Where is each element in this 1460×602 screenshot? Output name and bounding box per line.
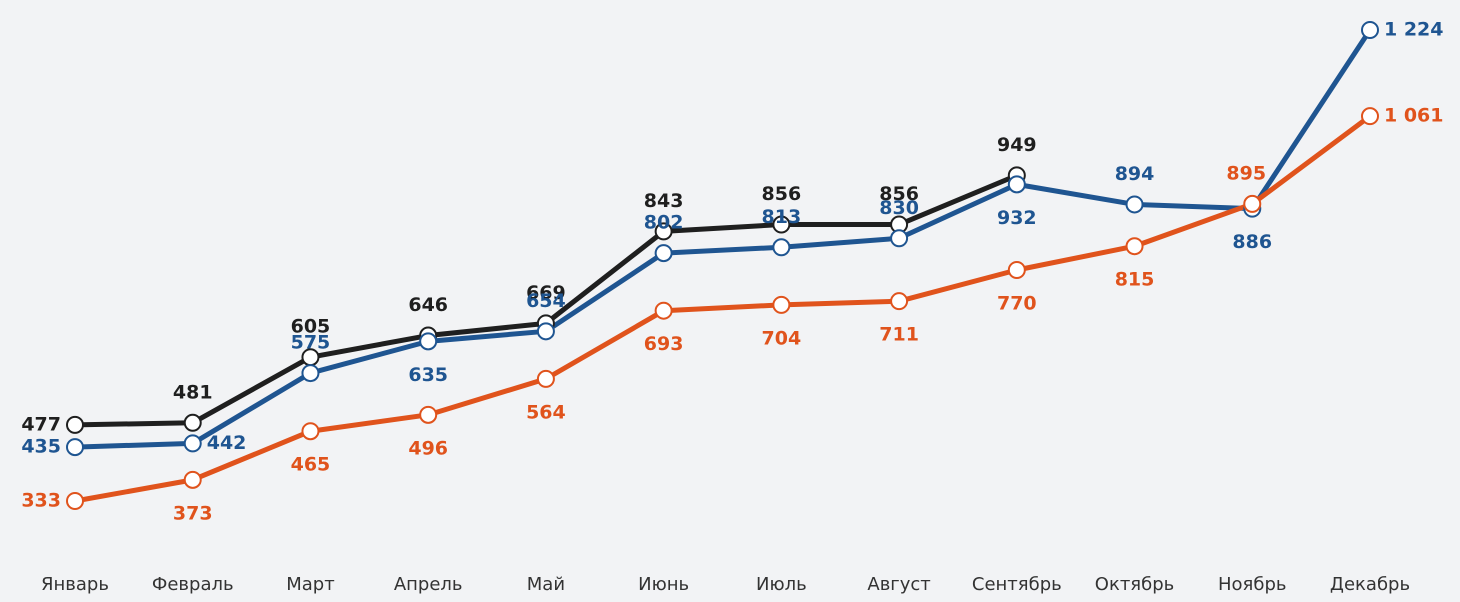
x-tick-label: Декабрь <box>1330 574 1410 595</box>
point <box>66 438 84 457</box>
x-tick-label: Июнь <box>638 574 689 595</box>
value-label: 815 <box>1115 269 1155 291</box>
value-label: 830 <box>879 197 919 219</box>
point <box>66 415 84 434</box>
value-label: 646 <box>408 294 448 316</box>
value-label: 605 <box>291 316 331 338</box>
value-label: 932 <box>997 207 1037 229</box>
value-label: 435 <box>21 436 61 458</box>
point <box>654 244 673 263</box>
x-tick-label: Август <box>867 574 930 595</box>
value-label: 1 224 <box>1384 19 1444 41</box>
value-label: 802 <box>644 212 684 234</box>
value-label: 711 <box>879 324 919 346</box>
value-label: 704 <box>762 327 802 349</box>
value-label: 373 <box>173 502 213 524</box>
point <box>419 332 438 351</box>
point <box>66 492 84 510</box>
x-tick-label: Апрель <box>394 574 463 595</box>
value-label: 481 <box>173 381 213 403</box>
point <box>183 434 202 453</box>
value-label: 895 <box>1226 162 1266 184</box>
value-label: 843 <box>644 190 684 212</box>
point <box>654 301 673 320</box>
value-label: 770 <box>997 292 1037 314</box>
value-label: 465 <box>291 454 331 476</box>
value-label: 856 <box>762 183 802 205</box>
value-label: 496 <box>408 437 448 459</box>
value-label: 813 <box>762 206 802 228</box>
point <box>536 322 555 341</box>
point <box>772 295 791 314</box>
series-line <box>74 28 1373 450</box>
point <box>654 222 673 241</box>
value-label: 886 <box>1232 231 1272 253</box>
x-tick-label: Февраль <box>152 574 234 595</box>
point <box>1361 107 1379 126</box>
value-label: 949 <box>997 134 1037 156</box>
point <box>772 215 791 234</box>
x-tick-label: Март <box>286 574 334 595</box>
value-label: 635 <box>408 364 448 386</box>
point <box>183 470 202 489</box>
value-label: 442 <box>207 432 247 454</box>
point <box>301 422 320 441</box>
point <box>419 405 438 424</box>
point <box>183 413 202 432</box>
point <box>772 238 791 257</box>
x-tick-label: Май <box>527 574 565 595</box>
series-line <box>74 114 1372 504</box>
point <box>1007 175 1026 194</box>
point <box>1125 237 1144 256</box>
point <box>890 292 909 311</box>
value-label: 693 <box>644 333 684 355</box>
value-label: 333 <box>21 490 61 512</box>
point <box>1007 260 1026 279</box>
x-tick-label: Июль <box>756 574 807 595</box>
value-label: 654 <box>526 290 566 312</box>
value-label: 1 061 <box>1384 105 1444 127</box>
point <box>1361 21 1379 39</box>
value-label: 575 <box>291 332 331 354</box>
value-label: 564 <box>526 401 566 423</box>
value-label: 669 <box>526 282 566 304</box>
x-tick-label: Январь <box>41 574 109 595</box>
point <box>1125 195 1144 214</box>
point <box>301 364 320 383</box>
x-tick-label: Сентябрь <box>972 574 1062 595</box>
point <box>1243 194 1262 213</box>
value-label: 894 <box>1115 163 1155 185</box>
x-tick-label: Ноябрь <box>1218 574 1287 595</box>
value-label: 477 <box>21 413 61 435</box>
point <box>890 229 909 248</box>
x-tick-label: Октябрь <box>1095 574 1175 595</box>
point <box>536 369 555 388</box>
value-label: 856 <box>879 183 919 205</box>
